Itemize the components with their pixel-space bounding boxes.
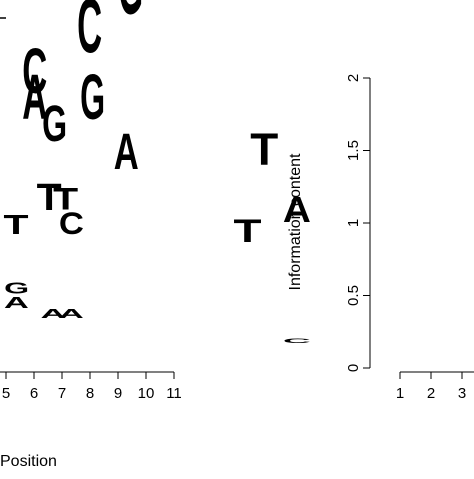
x-tick-label: 5 <box>2 385 10 402</box>
logo-letter-c-pos8: C <box>59 206 84 241</box>
logo-letter-t-pos8: T <box>53 181 79 217</box>
x-tick-label: 11 <box>166 385 182 402</box>
y-tick-label: 0 <box>345 364 362 372</box>
logo-letter-g-pos7: G <box>42 95 67 152</box>
logo-letter-c-pos3: C <box>283 337 311 344</box>
logo-letter-t-pos7: T <box>37 176 62 219</box>
logo-letter-t-pos2: T <box>233 213 261 249</box>
x-tick-label: 7 <box>58 385 66 402</box>
logo-letter-a-pos5: A <box>4 295 29 312</box>
logo-letter-a-pos11: A <box>114 124 139 180</box>
y-tick-label: 2 <box>345 74 362 82</box>
x-tick-label: 9 <box>114 385 122 402</box>
x-tick-label: 2 <box>427 385 435 402</box>
y-tick-label: 1.5 <box>345 140 362 161</box>
logo-letter-a-pos8: A <box>59 306 84 321</box>
x-tick-label: 8 <box>86 385 94 402</box>
x-tick-label: 3 <box>458 385 466 402</box>
logo-letter-g-pos9: G <box>80 61 105 133</box>
logo-letter-g-pos11: G <box>118 0 143 33</box>
logo-letter-c-pos9: C <box>77 0 102 69</box>
logo-letter-a-pos6: A <box>22 62 47 133</box>
x-tick-label: 1 <box>396 385 404 402</box>
y-axis-title: Information content <box>287 153 304 291</box>
logo-letter-t-pos5: T <box>4 209 30 240</box>
logo-letter-a-pos3: A <box>283 189 311 230</box>
logo-letter-a-pos7: A <box>41 306 66 321</box>
x-axis-title: Position <box>0 453 57 470</box>
logo-letter-t-pos3: T <box>250 124 278 175</box>
y-tick-label: 1 <box>345 219 362 227</box>
left-logo-panel: AGTACATGACTGCGAG567891011Position <box>0 0 182 470</box>
x-tick-label: 6 <box>30 385 38 402</box>
y-tick-label: 0.5 <box>345 285 362 306</box>
logo-letter-c-pos6: C <box>22 36 47 107</box>
logo-letter-g-pos5: G <box>4 280 29 297</box>
x-tick-label: 10 <box>138 385 155 402</box>
